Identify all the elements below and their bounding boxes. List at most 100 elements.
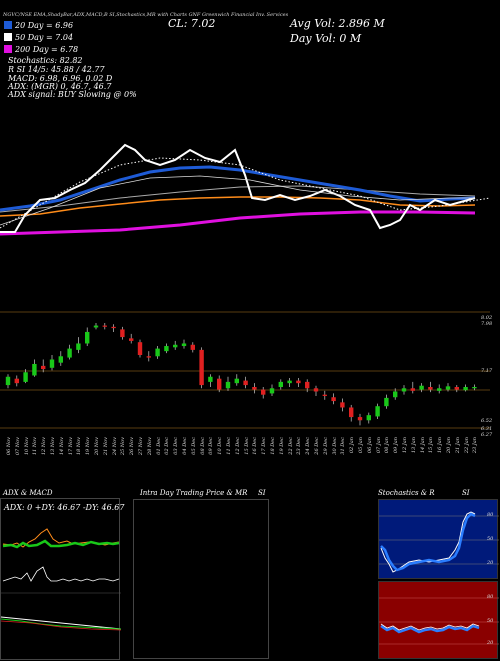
candle-body <box>217 378 222 390</box>
candle-body <box>181 343 187 347</box>
candle-body <box>146 356 151 358</box>
stoch-tick-20: 20 <box>487 560 494 566</box>
date-label: 23 Jan <box>472 437 479 454</box>
date-label: 08 Dec <box>199 437 206 455</box>
date-label: 30 Dec <box>331 437 338 455</box>
date-label: 24 Dec <box>305 437 312 455</box>
date-label: 14 Jan <box>419 437 426 454</box>
date-label: 08 Jan <box>384 437 391 454</box>
candle-body <box>190 344 195 350</box>
date-label: 10 Nov <box>23 437 30 456</box>
candle-body <box>129 338 134 341</box>
stoch-k-line <box>380 511 476 573</box>
si-signal-line <box>380 623 480 631</box>
candle-body <box>49 359 55 368</box>
legend-macd: MACD: 6.98, 6.96, 0.02 D <box>8 74 113 83</box>
candles-group <box>5 323 477 426</box>
legend-ema20: 20 Day = 6.96 <box>4 21 73 30</box>
legend-ema200: 200 Day = 6.78 <box>4 45 78 54</box>
macd-signal-line <box>1 618 121 630</box>
intraday-si-label: SI <box>258 489 266 497</box>
candle-body <box>401 388 407 392</box>
stoch-d-line <box>380 512 476 572</box>
candle-body <box>41 365 46 370</box>
stoch-panel-title: Stochastics & R <box>378 489 435 497</box>
plus-dy-line <box>2 539 120 549</box>
legend-adx: ADX: (MGR) 0, 46.7, 46.7 <box>8 82 112 91</box>
candle-body <box>305 381 310 389</box>
candle-body <box>437 388 442 391</box>
date-label: 07 Nov <box>14 437 21 456</box>
candle-body <box>93 325 99 328</box>
candle-body <box>410 388 415 391</box>
si-line <box>380 624 480 634</box>
date-label: 28 Nov <box>146 437 153 456</box>
date-label: 06 Nov <box>6 437 12 456</box>
macd-line <box>1 616 121 630</box>
candle-body <box>208 376 213 382</box>
axis-label-4: 6.52 <box>481 418 493 424</box>
header-strip: NGVC/NSE EMA,ShadyBar,ADX,MACD,B SI,Stoc… <box>3 12 289 18</box>
intraday-panel-title: Intra Day Trading Price & MR <box>140 489 248 497</box>
adx-line <box>2 566 120 582</box>
candle-body <box>120 329 125 338</box>
date-label: 12 Nov <box>41 437 48 456</box>
candle-body <box>32 363 37 376</box>
date-label: 12 Jan <box>402 437 408 454</box>
ema50-line <box>0 165 476 212</box>
candle-body <box>287 380 292 384</box>
candle-body <box>454 387 459 390</box>
candle-body <box>269 388 275 394</box>
stoch-tick-50: 50 <box>487 536 494 542</box>
candle-body <box>58 356 63 363</box>
candlestick-chart <box>0 311 490 429</box>
candle-body <box>393 391 398 398</box>
close-price-label: CL: 7.02 <box>168 17 216 30</box>
date-label: 22 Dec <box>287 437 294 455</box>
date-label: 13 Jan <box>410 437 417 454</box>
date-axis: 06 Nov 07 Nov 10 Nov 11 Nov 12 Nov 13 Nov 14 N… <box>0 437 490 482</box>
candle-body <box>366 415 371 421</box>
candle-body <box>102 325 107 327</box>
candle-body <box>111 326 116 329</box>
ema200-line <box>0 210 476 236</box>
intraday-panel <box>133 499 269 659</box>
candle-body <box>5 376 11 386</box>
stoch-tick-80: 80 <box>487 512 494 518</box>
candle-body <box>313 388 319 392</box>
date-label: 23 Dec <box>296 437 303 455</box>
candle-body <box>357 417 363 421</box>
date-label: 22 Jan <box>463 437 470 454</box>
si-panel: 80 50 20 <box>378 581 499 659</box>
date-label: 05 Dec <box>190 437 197 455</box>
si-tick-20: 20 <box>487 640 494 646</box>
date-label: 13 Nov <box>50 437 56 456</box>
price-line <box>0 143 476 233</box>
date-label: 19 Dec <box>278 437 285 455</box>
axis-label-5: 6.31 <box>481 426 493 432</box>
date-label: 15 Jan <box>428 437 435 454</box>
candle-body <box>428 387 433 390</box>
date-label: 17 Nov <box>67 437 74 456</box>
candle-body <box>252 387 257 390</box>
si-chart <box>379 597 499 645</box>
si-tick-50: 50 <box>487 618 494 624</box>
candle-body <box>225 381 231 389</box>
ema20-dotted-line <box>0 157 491 229</box>
candle-body <box>419 385 424 390</box>
ema-orange-line <box>0 196 476 217</box>
date-label: 12 Dec <box>234 437 241 455</box>
axis-label-2: 7.98 <box>481 321 493 327</box>
date-label: 01 Dec <box>155 437 162 455</box>
candle-body <box>234 378 239 384</box>
date-label: 21 Jan <box>454 437 461 454</box>
candle-body <box>76 343 81 350</box>
date-label: 27 Nov <box>138 437 144 456</box>
legend-stochastics: Stochastics: 82.82 <box>8 56 83 65</box>
date-label: 19 Nov <box>85 437 92 456</box>
date-label: 05 Jan <box>358 437 364 454</box>
candle-body <box>375 406 380 417</box>
date-label: 06 Jan <box>366 437 373 454</box>
date-label: 11 Dec <box>226 437 232 455</box>
candle-body <box>243 380 248 386</box>
